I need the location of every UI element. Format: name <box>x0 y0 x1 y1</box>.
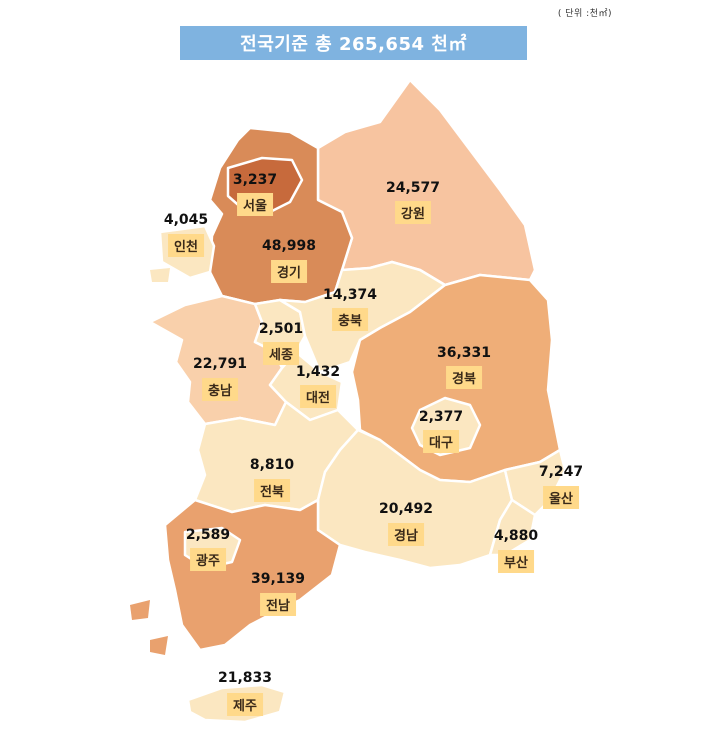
jeonnam-name: 전남 <box>260 593 296 616</box>
daejeon-value: 1,432 <box>295 364 341 380</box>
chungbuk-value: 14,374 <box>322 287 378 303</box>
incheon-value: 4,045 <box>163 212 209 228</box>
daejeon-name: 대전 <box>300 385 336 408</box>
unit-label: ( 단위 :천㎡) <box>557 9 612 19</box>
chungnam-value: 22,791 <box>192 356 248 372</box>
busan-value: 4,880 <box>493 528 539 544</box>
jeonnam-island-1 <box>130 600 150 620</box>
sejong-name: 세종 <box>263 342 299 365</box>
seoul-name: 서울 <box>237 193 273 216</box>
daegu-name: 대구 <box>423 430 459 453</box>
jeju-name: 제주 <box>227 693 263 716</box>
incheon-island <box>150 268 170 282</box>
chungbuk-name: 충북 <box>332 308 368 331</box>
jeonbuk-value: 8,810 <box>249 457 295 473</box>
seoul-value: 3,237 <box>232 172 278 188</box>
gyeonggi-value: 48,998 <box>261 238 317 254</box>
ulsan-value: 7,247 <box>538 464 584 480</box>
busan-name: 부산 <box>498 550 534 573</box>
sejong-value: 2,501 <box>258 321 304 337</box>
incheon-name: 인천 <box>168 234 204 257</box>
jeonbuk-name: 전북 <box>254 479 290 502</box>
gangwon-value: 24,577 <box>385 180 441 196</box>
chungnam-name: 충남 <box>202 378 238 401</box>
ulsan-name: 울산 <box>543 486 579 509</box>
gwangju-name: 광주 <box>190 548 226 571</box>
gangwon-name: 강원 <box>395 201 431 224</box>
gyeongnam-name: 경남 <box>388 523 424 546</box>
national-total-banner: 전국기준 총 265,654 천㎡ <box>180 26 527 60</box>
gwangju-value: 2,589 <box>185 527 231 543</box>
daegu-value: 2,377 <box>418 409 464 425</box>
gyeongbuk-name: 경북 <box>446 366 482 389</box>
gyeongnam-value: 20,492 <box>378 501 434 517</box>
jeju-value: 21,833 <box>217 670 273 686</box>
gyeonggi-name: 경기 <box>271 260 307 283</box>
jeonnam-island-2 <box>150 636 168 655</box>
jeonnam-value: 39,139 <box>250 571 306 587</box>
gyeongbuk-value: 36,331 <box>436 345 492 361</box>
